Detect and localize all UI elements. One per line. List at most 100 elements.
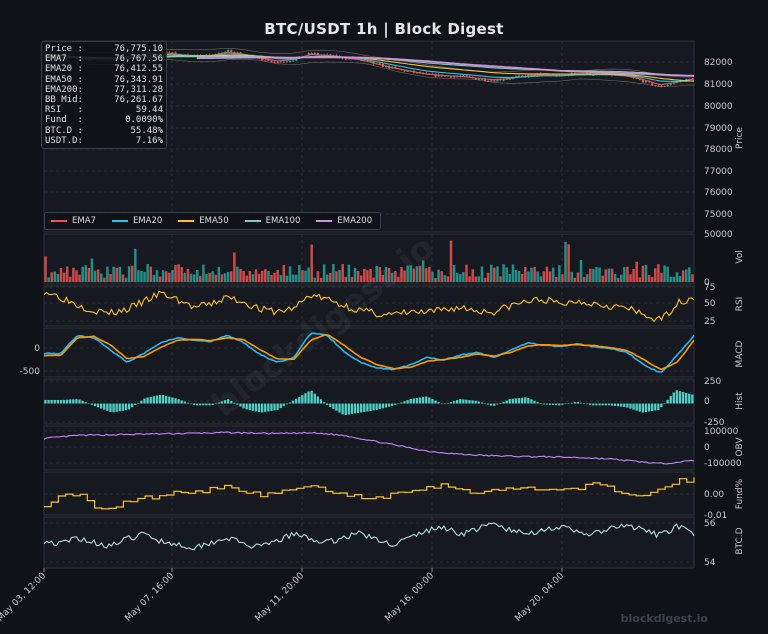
macd-hist-bar — [595, 403, 598, 406]
legend-swatch — [51, 220, 67, 222]
fund-axis-title: Fund% — [735, 478, 745, 509]
macd-hist-bar — [177, 399, 180, 404]
candle-body — [295, 58, 298, 61]
x-tick-label: May 20, 04:00 — [513, 571, 566, 624]
macd-hist-bar — [143, 398, 146, 404]
macd-hist-bar — [295, 398, 298, 404]
volume-bar — [84, 265, 88, 282]
volume-bar — [669, 276, 673, 282]
volume-bar — [688, 267, 691, 282]
stat-value: 76,775.10 — [114, 44, 163, 54]
volume-bar — [47, 277, 50, 282]
volume-bar — [360, 275, 363, 282]
stat-label: BB Mid: — [45, 95, 83, 106]
candle-body — [453, 76, 456, 78]
candle-body — [292, 60, 295, 62]
macd-hist-bar — [685, 392, 688, 404]
volume-bar — [236, 266, 239, 282]
obv-tick-label: 0 — [704, 443, 710, 453]
macd-hist-bar — [93, 403, 97, 407]
macd-hist-bar — [474, 400, 477, 404]
macd-hist-bar — [307, 391, 310, 404]
volume-bar — [248, 271, 252, 282]
macd-hist-bar — [508, 399, 511, 404]
candle-body — [669, 83, 672, 85]
volume-bar — [325, 274, 329, 282]
vol-tick-label: 0 — [704, 278, 710, 288]
stat-label: EMA7 : — [45, 54, 83, 65]
volume-bar — [100, 273, 103, 282]
rsi-tick-label: 75 — [704, 283, 715, 293]
macd-hist-bar — [536, 402, 539, 404]
volume-bar — [223, 273, 227, 282]
macd-hist-bar — [59, 399, 63, 404]
volume-bar — [455, 273, 459, 282]
volume-bar — [613, 274, 617, 282]
candle-body — [592, 75, 595, 77]
stat-value: 76,261.67 — [114, 95, 163, 106]
macd-hist-bar — [96, 403, 100, 408]
macd-hist-bar — [632, 403, 635, 410]
macd-hist-bar — [567, 403, 570, 405]
macd-hist-bar — [329, 403, 332, 408]
volume-bar — [363, 268, 366, 282]
macd-hist-bar — [514, 398, 518, 404]
volume-bar — [443, 275, 447, 282]
macd-signal-line — [43, 334, 695, 371]
macd-hist-bar — [134, 403, 137, 406]
hist-panel — [43, 378, 695, 425]
volume-bar — [663, 265, 666, 282]
macd-hist-bar — [195, 403, 199, 406]
volume-bar — [233, 252, 236, 282]
macd-hist-bar — [403, 401, 406, 404]
volume-bar — [220, 274, 224, 282]
volume-bar — [573, 277, 577, 282]
volume-bar — [245, 275, 248, 282]
macd-hist-bar — [520, 397, 524, 404]
macd-hist-bar — [434, 400, 437, 404]
macd-hist-bar — [208, 403, 211, 406]
legend-item: EMA50 — [178, 216, 229, 226]
volume-bar — [180, 267, 183, 282]
macd-hist-bar — [223, 400, 227, 404]
volume-bar — [657, 264, 660, 282]
macd-hist-bar — [78, 399, 81, 404]
candle-body — [394, 66, 397, 69]
macd-hist-bar — [171, 397, 174, 404]
macd-hist-bar — [527, 398, 530, 404]
macd-hist-bar — [623, 403, 626, 407]
macd-hist-bar — [332, 403, 335, 409]
macd-hist-bar — [192, 403, 196, 406]
volume-bar — [474, 276, 478, 282]
candle-body — [406, 70, 409, 72]
price-tick-label: 80000 — [704, 102, 733, 112]
volume-bar — [149, 266, 153, 282]
macd-hist-bar — [375, 403, 378, 410]
macd-hist-bar — [298, 396, 301, 404]
macd-hist-bar — [260, 403, 264, 413]
macd-hist-bar — [644, 403, 648, 413]
fund-panel — [43, 471, 695, 516]
volume-bar — [514, 269, 518, 282]
macd-hist-bar — [524, 397, 527, 404]
macd-hist-bar — [152, 396, 155, 404]
macd-hist-bar — [502, 401, 505, 404]
macd-hist-bar — [347, 403, 350, 415]
volume-bar — [601, 275, 604, 282]
macd-hist-bar — [146, 397, 149, 404]
volume-bar — [629, 274, 632, 282]
volume-bar — [90, 258, 94, 282]
volume-bar — [313, 277, 317, 282]
candle-body — [378, 63, 381, 65]
macd-hist-bar — [267, 403, 270, 412]
candle-body — [276, 61, 279, 63]
volume-bar — [310, 244, 313, 282]
volume-bar — [254, 269, 258, 282]
macd-hist-bar — [564, 403, 567, 405]
macd-hist-bar — [239, 403, 242, 407]
fund-tick-label: -0.01 — [704, 511, 727, 521]
volume-bar — [211, 271, 214, 282]
volume-bar — [304, 270, 307, 282]
volume-bar — [558, 265, 561, 282]
